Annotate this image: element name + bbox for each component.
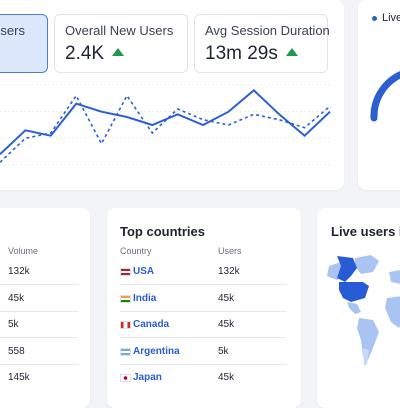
top-countries-title: Top countries	[120, 224, 205, 239]
japan-flag-icon	[120, 374, 131, 382]
overview-card: Users Overall New Users 2.4K Avg Session…	[0, 0, 344, 190]
canada-flag-icon	[120, 321, 131, 329]
live-users-map-title: Live users b	[331, 224, 400, 239]
country-link[interactable]: Japan	[133, 372, 162, 383]
trend-up-icon	[112, 48, 125, 56]
trend-up-icon	[285, 48, 298, 56]
map-mexico	[347, 302, 361, 314]
map-europe	[389, 270, 400, 284]
argentina-flag-icon	[120, 347, 131, 356]
live-users-map-card: Live users b	[317, 208, 400, 408]
country-users-value: 45k	[218, 319, 235, 330]
country-users-value: 132k	[218, 266, 240, 277]
volume-header: Volume	[8, 246, 39, 256]
volume-cell: 5k	[8, 319, 19, 330]
users-line-chart	[0, 84, 331, 166]
map-africa	[385, 296, 400, 328]
volume-card: Volume 132k 45k 5k 558 145k	[0, 208, 90, 408]
stat-new-users-label: Overall New Users	[65, 23, 174, 38]
country-link[interactable]: USA	[133, 266, 155, 277]
map-usa	[339, 282, 369, 302]
map-greenland	[355, 255, 379, 274]
stat-card-new-users[interactable]: Overall New Users 2.4K	[54, 14, 188, 73]
country-link[interactable]: India	[133, 292, 157, 304]
chart-grid	[0, 84, 330, 166]
row-divider	[0, 363, 78, 365]
world-map	[327, 255, 400, 366]
live-gauge	[370, 71, 400, 122]
country-column-header: Country	[120, 246, 152, 256]
stat-card-users[interactable]: Users	[0, 14, 48, 73]
map-argentina	[363, 348, 369, 366]
series-line-dashed	[0, 94, 331, 163]
map-south-america	[357, 318, 379, 362]
row-divider	[120, 284, 286, 285]
stat-new-users-value: 2.4K	[65, 43, 125, 65]
row-divider	[120, 310, 286, 312]
row-divider	[0, 310, 78, 312]
volume-cell: 45k	[8, 292, 25, 304]
india-flag-icon	[120, 294, 131, 303]
live-card: Live	[358, 0, 400, 190]
users-column-header: Users	[218, 246, 242, 256]
country-users-value: 45k	[218, 372, 235, 383]
stat-session-value: 13m 29s	[205, 43, 298, 65]
row-divider	[120, 337, 286, 338]
row-divider	[0, 337, 78, 338]
usa-flag-icon	[120, 268, 131, 276]
stat-users-label: Users	[0, 23, 25, 38]
chart-series	[0, 88, 331, 163]
volume-cell: 558	[8, 345, 25, 357]
country-link[interactable]: Argentina	[133, 345, 180, 357]
country-users-value: 45k	[218, 292, 235, 304]
row-divider	[0, 284, 78, 285]
stat-session-label: Avg Session Duration	[205, 23, 330, 38]
volume-cell: 145k	[8, 372, 30, 383]
stat-card-session-duration[interactable]: Avg Session Duration 13m 29s	[194, 14, 330, 73]
live-dot-icon	[372, 16, 377, 21]
country-link[interactable]: Canada	[133, 319, 170, 330]
country-users-value: 5k	[218, 345, 229, 357]
live-label: Live	[382, 12, 400, 24]
series-line-solid	[0, 88, 331, 156]
map-canada	[337, 256, 357, 282]
live-gauge-arc	[370, 71, 400, 122]
row-divider	[120, 363, 286, 365]
top-countries-card: Top countries Country Users USA 132k India…	[107, 208, 301, 408]
volume-cell: 132k	[8, 266, 30, 277]
